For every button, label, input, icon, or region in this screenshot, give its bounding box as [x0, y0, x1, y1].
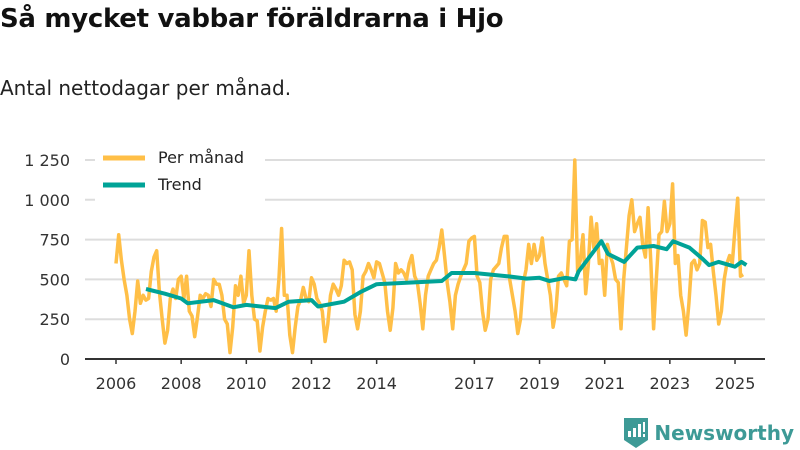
- newsworthy-logo: Newsworthy: [624, 418, 794, 448]
- chart-title: Så mycket vabbar föräldrarna i Hjo: [0, 4, 504, 34]
- series-line-trend: [145, 239, 748, 311]
- brand-name: Newsworthy: [654, 421, 794, 445]
- x-tick-label: 2014: [356, 374, 397, 393]
- x-tick-label: 2019: [519, 374, 560, 393]
- legend-label-trend: Trend: [157, 175, 202, 194]
- x-tick-label: 2010: [226, 374, 267, 393]
- y-tick-label: 750: [39, 231, 70, 250]
- x-tick-label: 2006: [96, 374, 137, 393]
- chart-subtitle: Antal nettodagar per månad.: [0, 76, 292, 100]
- x-tick-label: 2025: [715, 374, 756, 393]
- x-tick-label: 2017: [454, 374, 495, 393]
- y-tick-label: 250: [39, 310, 70, 329]
- y-tick-label: 500: [39, 270, 70, 289]
- series-line-per-manad: [114, 158, 745, 355]
- x-tick-label: 2021: [584, 374, 625, 393]
- legend-background: [95, 145, 265, 203]
- y-tick-label: 0: [60, 350, 70, 369]
- legend: Per månad Trend: [95, 145, 265, 203]
- x-tick-label: 2023: [650, 374, 691, 393]
- y-tick-label: 1 000: [24, 191, 70, 210]
- legend-label-per-manad: Per månad: [158, 148, 244, 167]
- newsworthy-logo-icon: [624, 418, 649, 448]
- x-tick-label: 2008: [161, 374, 202, 393]
- x-tick-label: 2012: [291, 374, 332, 393]
- y-tick-label: 1 250: [24, 151, 70, 170]
